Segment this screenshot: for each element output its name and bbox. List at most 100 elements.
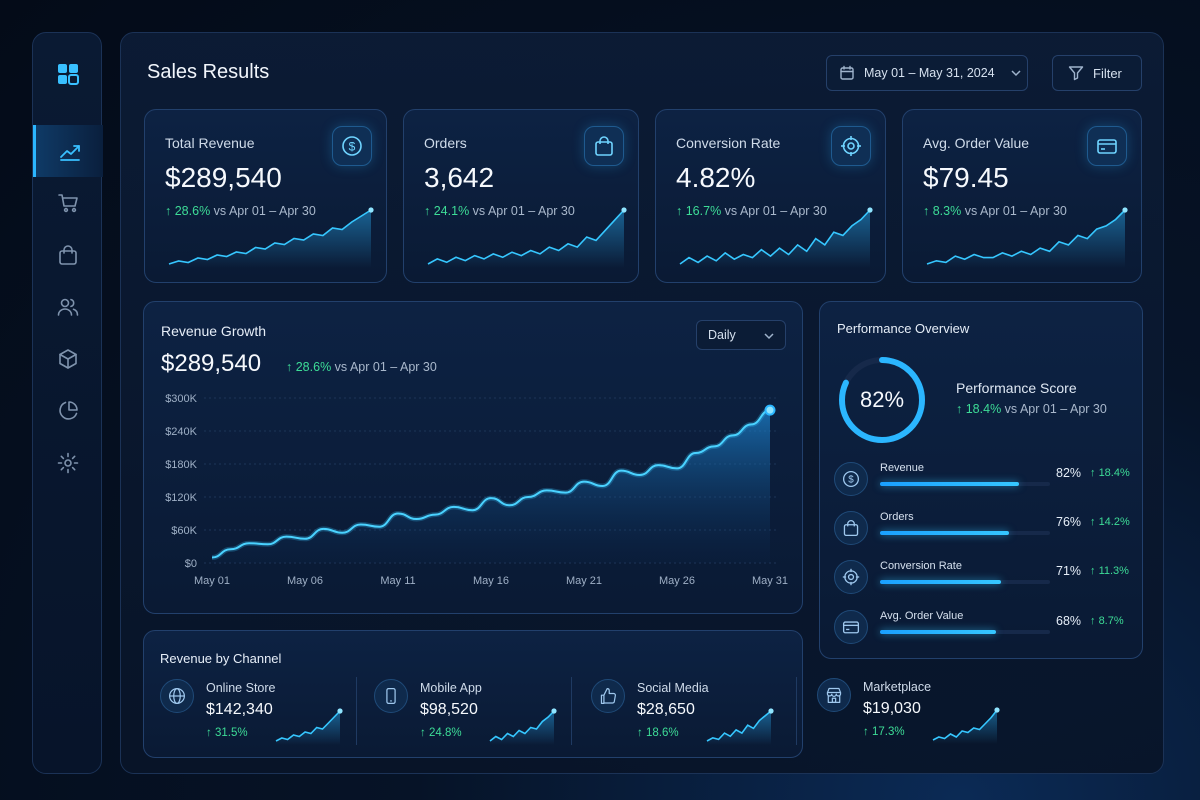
sidebar-item-analytics[interactable] (33, 125, 103, 177)
filter-button[interactable]: Filter (1052, 55, 1142, 91)
sparkline-line (168, 209, 372, 265)
x-tick-label: May 16 (473, 575, 509, 587)
date-range-picker[interactable]: May 01 – May 31, 2024 (826, 55, 1028, 91)
channel-change: ↑ 31.5% (206, 727, 248, 739)
kpi-label: Avg. Order Value (923, 135, 1030, 151)
metric-progress-track (880, 531, 1050, 535)
kpi-label: Orders (424, 135, 467, 151)
kpi-sparkline (926, 207, 1128, 268)
metric-percent: 76% (1056, 515, 1082, 529)
target-icon (834, 560, 868, 594)
y-tick-label: $180K (165, 459, 197, 471)
y-tick-label: $300K (165, 393, 197, 405)
trend-chart-icon (59, 145, 80, 161)
svg-text:$: $ (848, 475, 854, 486)
sidebar-item-bag[interactable] (33, 229, 103, 281)
metric-label: Conversion Rate (880, 560, 962, 572)
metric-progress-fill (880, 531, 1010, 535)
metric-label: Avg. Order Value (880, 610, 964, 622)
x-tick-label: May 31 (752, 575, 788, 587)
sparkline-endpoint (551, 708, 557, 714)
channel-online-store: Online Store $142,340 ↑ 31.5% (160, 675, 370, 747)
metric-change: ↑ 11.3% (1090, 565, 1129, 577)
main-panel: Sales Results May 01 – May 31, 2024 Filt… (120, 32, 1164, 774)
channel-sparkline (932, 707, 1000, 744)
sparkline-area (933, 710, 997, 744)
sidebar-item-settings[interactable] (33, 437, 103, 489)
dollar-icon: $ (332, 126, 372, 166)
sparkline-area (169, 210, 371, 268)
sparkline-endpoint (768, 708, 774, 714)
period-select-value: Daily (708, 328, 736, 342)
sparkline-line (926, 209, 1126, 265)
metric-percent: 71% (1056, 564, 1082, 578)
smartphone-icon (374, 679, 408, 713)
performance-score-change: ↑ 18.4% vs Apr 01 – Apr 30 (956, 402, 1107, 416)
kpi-sparkline (168, 207, 374, 268)
sparkline-line (932, 709, 998, 741)
pie-chart-icon (59, 401, 78, 420)
kpi-label: Conversion Rate (676, 135, 781, 151)
target-icon (831, 126, 871, 166)
svg-text:$: $ (349, 140, 356, 154)
performance-score-label: Performance Score (956, 380, 1077, 396)
dollar-icon: $ (834, 462, 868, 496)
revenue-area (212, 410, 770, 563)
metric-progress-fill (880, 482, 1020, 486)
performance-score-ring: 82% (836, 354, 928, 446)
channel-name: Online Store (206, 681, 276, 695)
sparkline-endpoint (994, 707, 1000, 713)
sidebar-item-users[interactable] (33, 281, 103, 333)
kpi-change: ↑ 8.3% vs Apr 01 – Apr 30 (923, 204, 1067, 218)
metric-row-revenue: $ Revenue 82% ↑ 18.4% (834, 458, 1130, 498)
channel-mobile-app: Mobile App $98,520 ↑ 24.8% (374, 675, 584, 747)
metric-percent: 82% (1056, 466, 1082, 480)
cart-icon (58, 194, 78, 213)
period-select[interactable]: Daily (696, 320, 786, 350)
performance-overview-panel: Performance Overview 82% Performance Sco… (819, 301, 1143, 659)
channel-name: Marketplace (863, 680, 932, 694)
sidebar-item-reports[interactable] (33, 385, 103, 437)
grid-logo-icon[interactable] (57, 63, 79, 85)
kpi-card-avg-order-value: Avg. Order Value $79.45 ↑ 8.3% vs Apr 01… (902, 109, 1142, 283)
revenue-endpoint (764, 404, 776, 416)
revenue-by-channel-panel: Revenue by Channel Online Store $142,340… (143, 630, 803, 758)
filter-label: Filter (1093, 65, 1122, 81)
channel-name: Social Media (637, 681, 709, 695)
card-icon (1087, 126, 1127, 166)
revenue-change: ↑ 28.6% vs Apr 01 – Apr 30 (286, 360, 437, 374)
sidebar-item-products[interactable] (33, 333, 103, 385)
metric-change: ↑ 14.2% (1090, 516, 1130, 528)
divider (571, 677, 572, 745)
revenue-growth-panel: Revenue Growth Daily $289,540 ↑ 28.6% vs… (143, 301, 803, 614)
page-title: Sales Results (147, 61, 270, 83)
sparkline-endpoint (621, 207, 627, 213)
kpi-card-total-revenue: Total Revenue $289,540 ↑ 28.6% vs Apr 01… (144, 109, 387, 283)
sparkline-area (680, 210, 870, 268)
metric-progress-fill (880, 630, 996, 634)
channel-value: $28,650 (637, 701, 695, 718)
x-tick-label: May 06 (287, 575, 323, 587)
channel-name: Mobile App (420, 681, 482, 695)
kpi-value: 4.82% (676, 162, 756, 193)
metric-change: ↑ 8.7% (1090, 615, 1124, 627)
shopping-bag-icon (584, 126, 624, 166)
y-tick-label: $240K (165, 426, 197, 438)
sparkline-line (679, 209, 871, 265)
thumbs-up-icon (591, 679, 625, 713)
sidebar-item-cart[interactable] (33, 177, 103, 229)
sparkline-line (275, 710, 341, 742)
channel-value: $19,030 (863, 700, 921, 717)
kpi-label: Total Revenue (165, 135, 255, 151)
metric-row-conversion-rate: Conversion Rate 71% ↑ 11.3% (834, 556, 1130, 596)
metric-percent: 68% (1056, 614, 1082, 628)
metric-label: Revenue (880, 462, 925, 474)
date-range-label: May 01 – May 31, 2024 (864, 66, 995, 80)
kpi-change: ↑ 16.7% vs Apr 01 – Apr 30 (676, 204, 827, 218)
divider (796, 677, 797, 745)
divider (356, 677, 357, 745)
storefront-icon (817, 678, 851, 712)
panel-title: Performance Overview (837, 321, 970, 336)
sparkline-area (927, 210, 1125, 268)
x-tick-label: May 01 (194, 575, 230, 587)
